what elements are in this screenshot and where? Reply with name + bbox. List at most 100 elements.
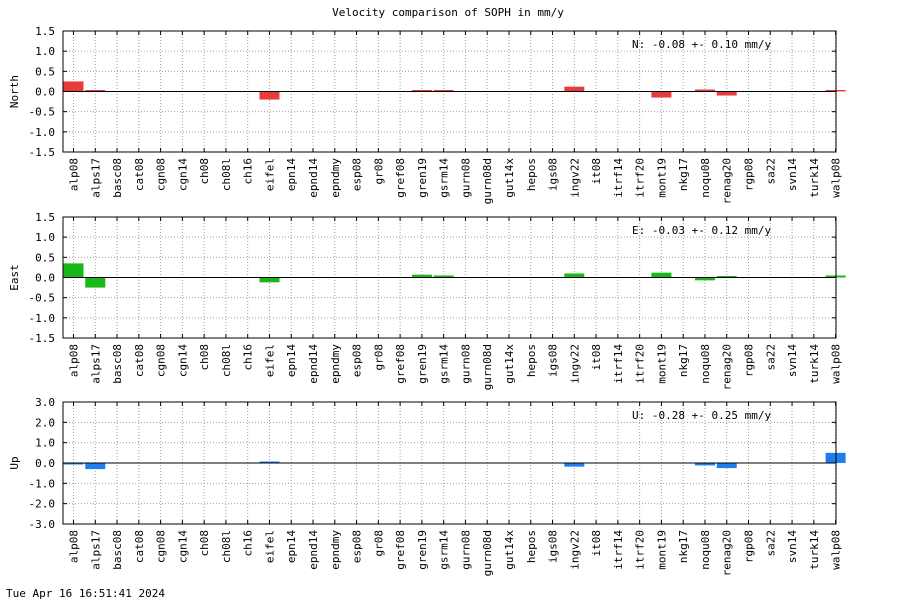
- category-label: eifel: [263, 344, 276, 377]
- category-label: noqu08: [699, 344, 712, 384]
- category-label: turk14: [808, 158, 821, 198]
- category-label: ch16: [242, 530, 255, 557]
- category-label: rgp08: [743, 344, 756, 377]
- bar-mont19: [651, 272, 672, 278]
- category-label: hepos: [525, 530, 538, 563]
- y-tick-label: -1.0: [29, 477, 56, 490]
- category-label: ingv22: [568, 158, 581, 198]
- category-label: ch08: [198, 158, 211, 185]
- y-tick-label: 1.5: [35, 25, 55, 38]
- category-label: gren19: [416, 530, 429, 570]
- category-label: itrf20: [634, 530, 647, 570]
- category-label: gurn08d: [481, 344, 494, 390]
- category-label: hepos: [525, 344, 538, 377]
- bar-alp08: [63, 463, 84, 465]
- category-label: cgn08: [155, 344, 168, 377]
- category-label: walp08: [830, 530, 843, 570]
- y-tick-label: 2.0: [35, 416, 55, 429]
- y-tick-label: -1.5: [29, 146, 56, 159]
- category-label: alp08: [68, 158, 81, 191]
- bar-renag20: [716, 276, 737, 278]
- category-label: gsrm14: [438, 344, 451, 384]
- panels-container: 1.5 1.0 0.5 0.0 -0.5 -1.0 -1.5 alp08 alps17 basc0…: [8, 25, 846, 576]
- bar-noqu08: [694, 277, 715, 281]
- category-label: igs08: [547, 158, 560, 191]
- category-label: noqu08: [699, 530, 712, 570]
- category-label: rgp08: [743, 530, 756, 563]
- bar-alps17: [85, 90, 106, 92]
- stats-annotation: U: -0.28 +- 0.25 mm/y: [632, 409, 771, 422]
- category-label: gr08: [372, 344, 385, 371]
- bar-alps17: [85, 463, 106, 470]
- category-label: gut14x: [503, 530, 516, 570]
- y-tick-label: 0.5: [35, 251, 55, 264]
- category-label: gurn08: [459, 158, 472, 198]
- category-label: renag20: [721, 158, 734, 204]
- category-label: walp08: [830, 158, 843, 198]
- category-label: alps17: [89, 158, 102, 198]
- bar-mont19: [651, 91, 672, 98]
- category-label: ch08l: [220, 158, 233, 191]
- category-label: epndmy: [329, 158, 342, 198]
- bar-gren19: [411, 274, 432, 278]
- category-label: rgp08: [743, 158, 756, 191]
- category-label: basc08: [111, 530, 124, 570]
- bar-eifel: [259, 461, 280, 463]
- category-label: ch08l: [220, 344, 233, 377]
- y-tick-label: 1.0: [35, 45, 55, 58]
- category-label: epn14: [285, 344, 298, 377]
- category-label: gut14x: [503, 344, 516, 384]
- category-label: gref08: [394, 530, 407, 570]
- category-label: cgn08: [155, 530, 168, 563]
- category-label: gut14x: [503, 158, 516, 198]
- category-label: alp08: [68, 344, 81, 377]
- category-label: igs08: [547, 344, 560, 377]
- category-label: gsrm14: [438, 158, 451, 198]
- bar-ingv22: [564, 86, 585, 92]
- category-label: itrf14: [612, 530, 625, 570]
- category-label: hepos: [525, 158, 538, 191]
- category-label: svn14: [786, 530, 799, 563]
- category-label: gurn08: [459, 344, 472, 384]
- y-tick-label: 1.0: [35, 437, 55, 450]
- category-label: epndmy: [329, 344, 342, 384]
- category-label: ingv22: [568, 530, 581, 570]
- bar-renag20: [716, 91, 737, 96]
- y-tick-label: 0.0: [35, 457, 55, 470]
- category-label: epndmy: [329, 530, 342, 570]
- y-tick-label: 0.0: [35, 86, 55, 99]
- y-tick-label: 0.0: [35, 272, 55, 285]
- category-label: alp08: [68, 530, 81, 563]
- category-label: gurn08d: [481, 158, 494, 204]
- category-label: ch08: [198, 344, 211, 371]
- y-tick-label: 1.5: [35, 211, 55, 224]
- category-label: nkg17: [677, 344, 690, 377]
- category-label: mont19: [655, 158, 668, 198]
- bar-gren19: [411, 90, 432, 92]
- panel-east: 1.5 1.0 0.5 0.0 -0.5 -1.0 -1.5 alp08 alps17 basc0…: [8, 211, 846, 390]
- y-tick-label: -3.0: [29, 518, 56, 531]
- category-label: walp08: [830, 344, 843, 384]
- category-label: nkg17: [677, 530, 690, 563]
- category-label: gren19: [416, 344, 429, 384]
- chart-title: Velocity comparison of SOPH in mm/y: [332, 6, 564, 19]
- panel-up: 3.0 2.0 1.0 0.0 -1.0 -2.0 -3.0 alp08 alps17 basc0…: [8, 396, 846, 576]
- category-label: ch16: [242, 158, 255, 185]
- category-label: epn14: [285, 158, 298, 191]
- category-label: igs08: [547, 530, 560, 563]
- bar-noqu08: [694, 89, 715, 92]
- category-label: noqu08: [699, 158, 712, 198]
- timestamp: Tue Apr 16 16:51:41 2024: [6, 587, 165, 600]
- y-tick-label: -1.0: [29, 126, 56, 139]
- bar-renag20: [716, 463, 737, 469]
- axis-label-up: Up: [8, 456, 21, 469]
- category-label: cgn14: [176, 158, 189, 191]
- category-label: mont19: [655, 530, 668, 570]
- bar-ingv22: [564, 273, 585, 278]
- category-label: eifel: [263, 158, 276, 191]
- category-label: ch16: [242, 344, 255, 371]
- category-label: eifel: [263, 530, 276, 563]
- category-label: cgn14: [176, 530, 189, 563]
- axis-label-north: North: [8, 75, 21, 108]
